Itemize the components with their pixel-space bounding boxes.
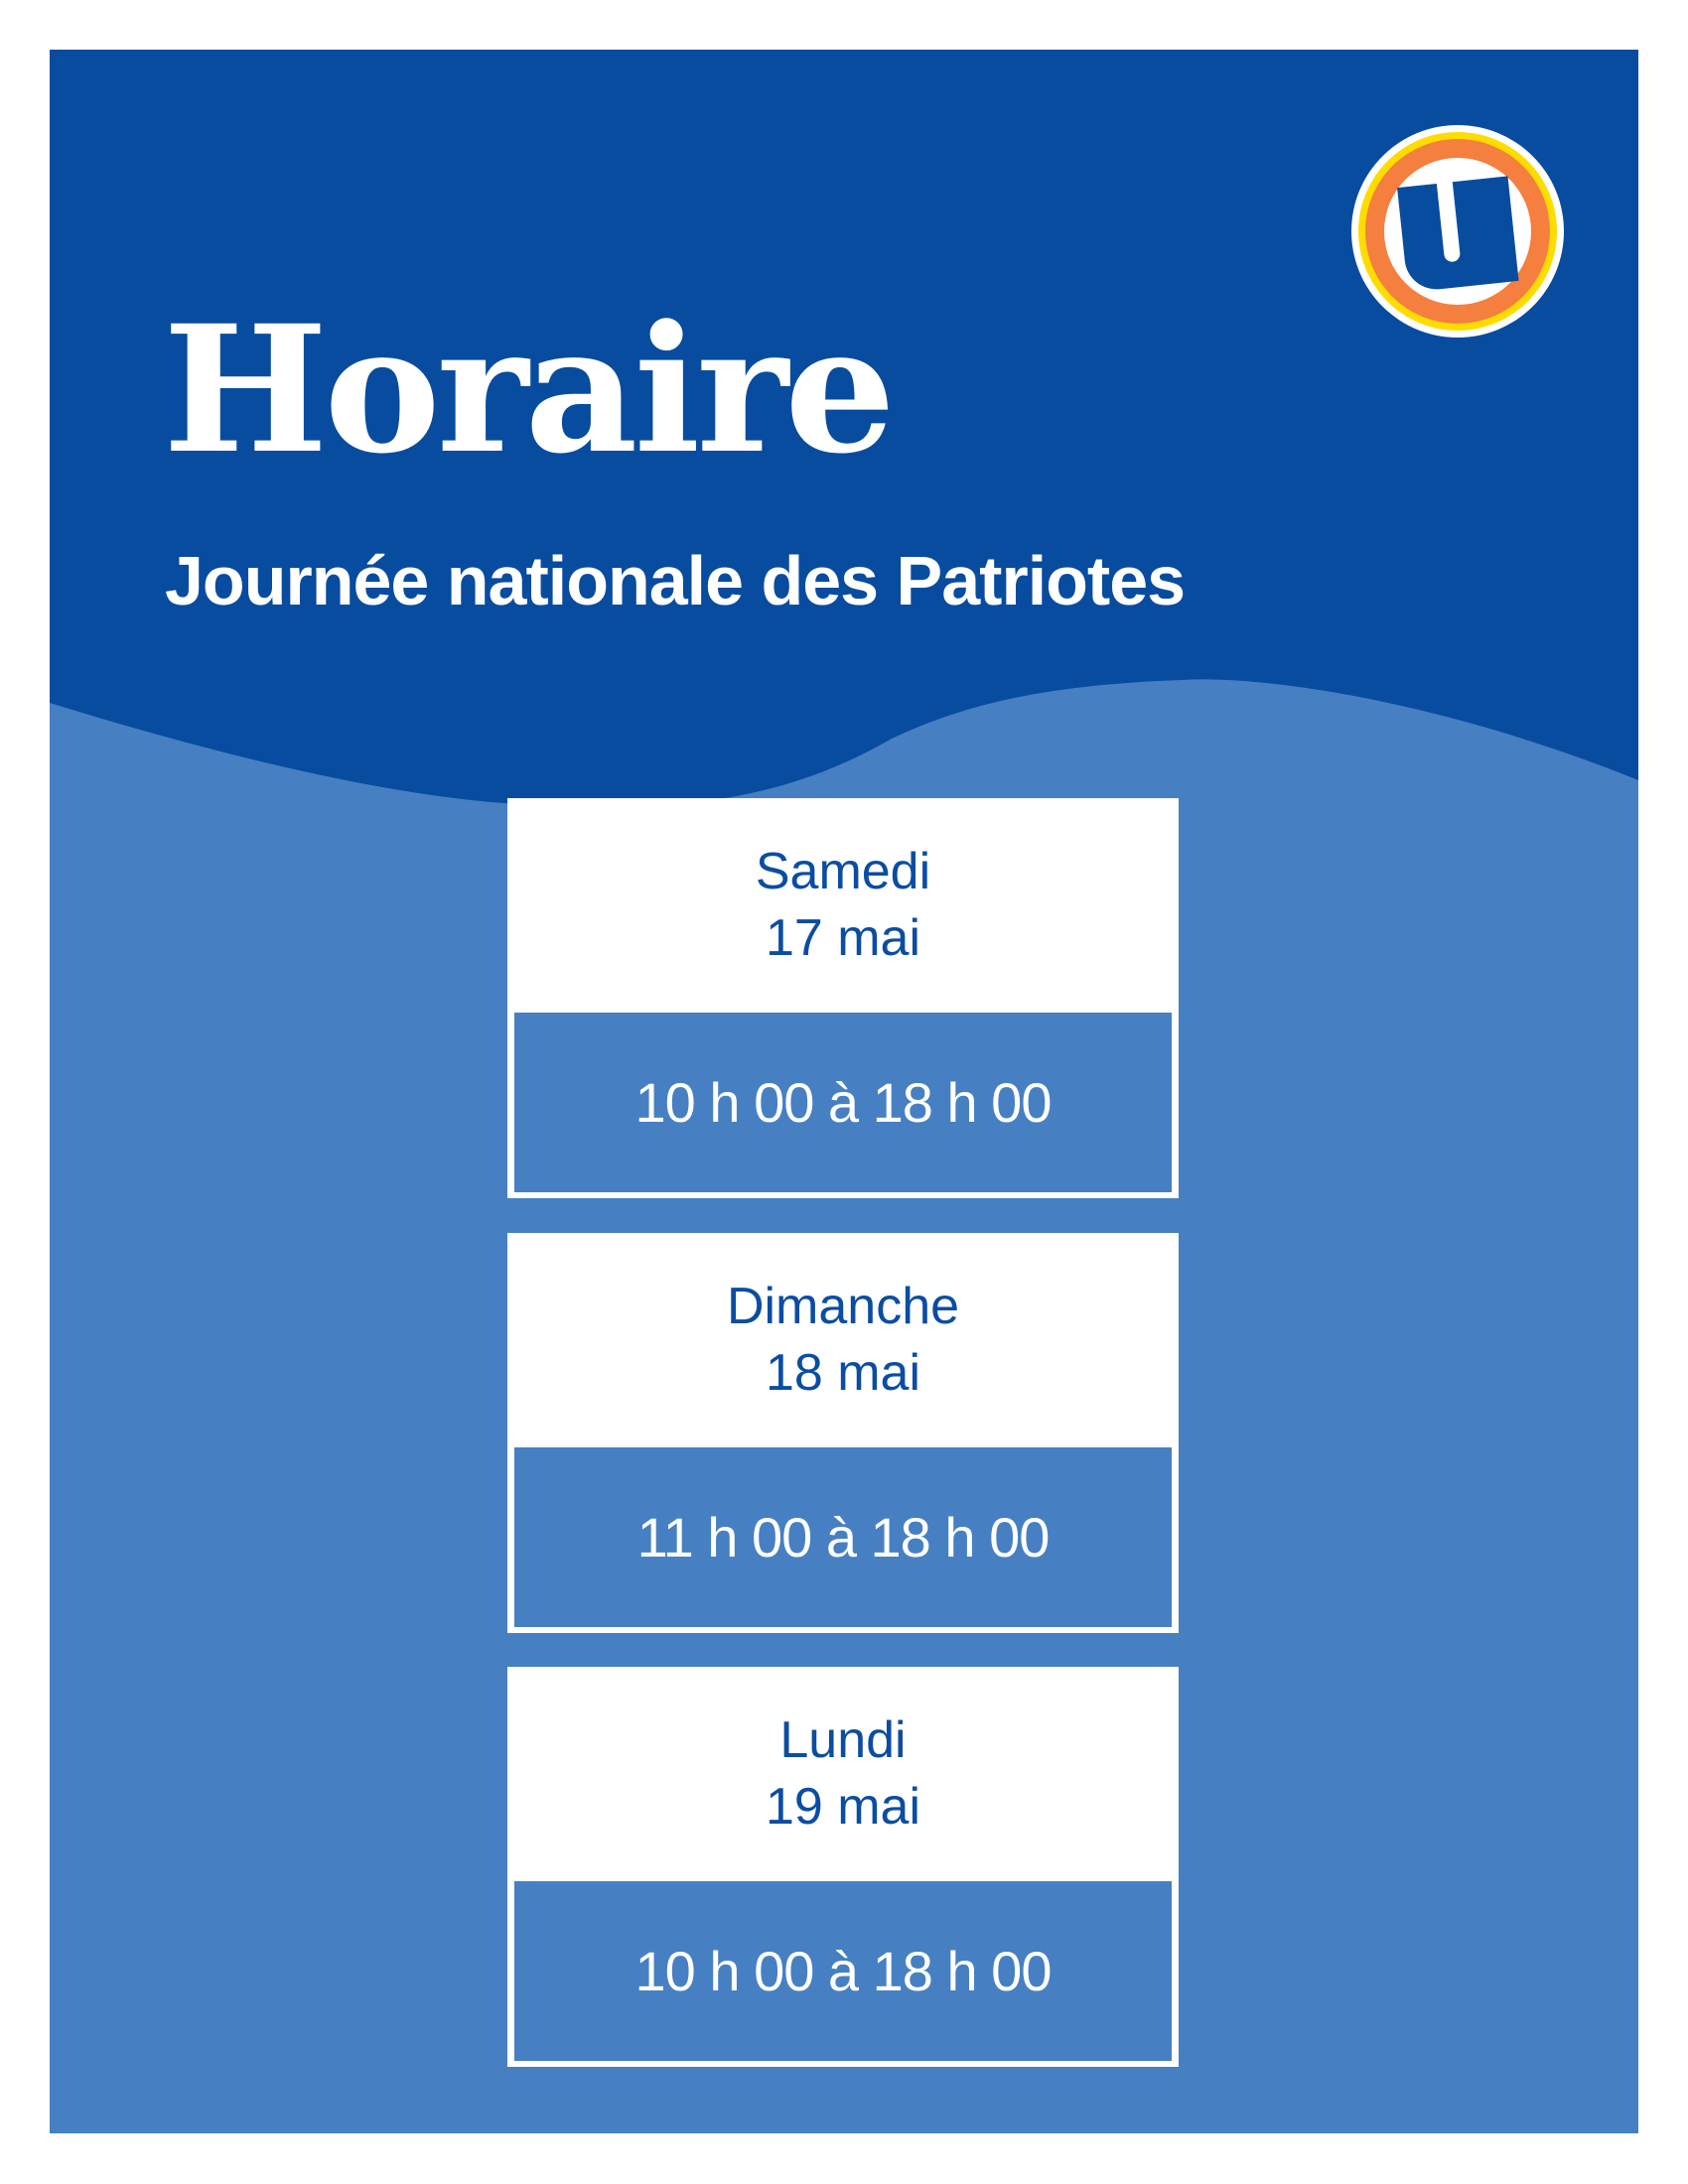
schedule-card-sunday: Dimanche 18 mai 11 h 00 à 18 h 00 [507,1233,1179,1633]
hours-label: 10 h 00 à 18 h 00 [514,1881,1172,2061]
date-label: 19 mai [765,1778,921,1836]
date-label: 17 mai [765,909,921,967]
schedule-card-monday: Lundi 19 mai 10 h 00 à 18 h 00 [507,1667,1179,2067]
page-title: Horaire [163,287,896,492]
date-label: 18 mai [765,1344,921,1402]
day-label: Samedi [755,843,931,901]
day-label: Dimanche [726,1278,960,1336]
day-label: Lundi [779,1711,907,1770]
schedule-card-saturday: Samedi 17 mai 10 h 00 à 18 h 00 [507,798,1179,1198]
hours-label: 11 h 00 à 18 h 00 [514,1447,1172,1627]
hours-label: 10 h 00 à 18 h 00 [514,1013,1172,1192]
header-wave [50,50,1638,807]
uniprix-u-logo-icon [1351,125,1564,338]
poster-background: Horaire Journée nationale des Patriotes … [50,50,1638,2133]
page-subtitle: Journée nationale des Patriotes [165,542,1186,619]
